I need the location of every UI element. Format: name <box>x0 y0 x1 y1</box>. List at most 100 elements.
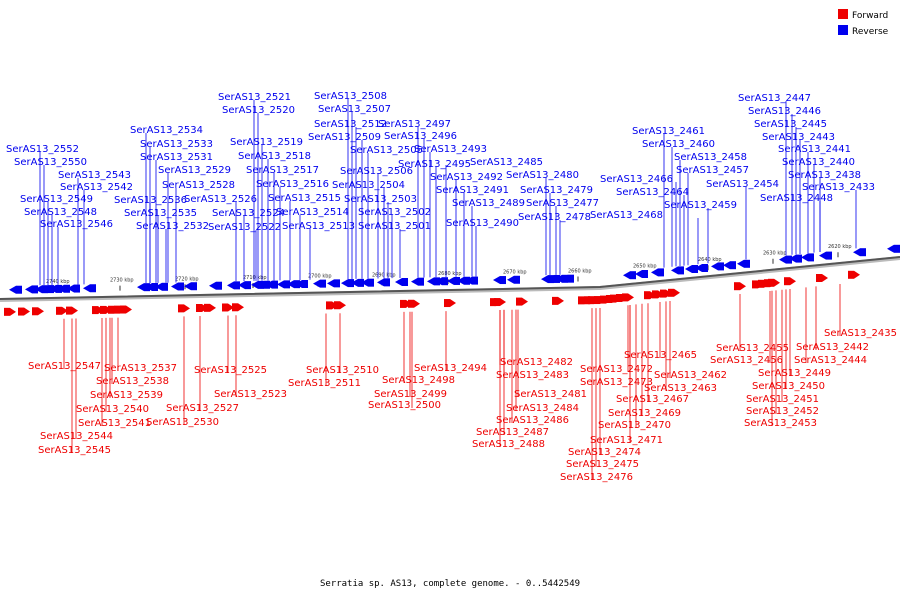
forward-swatch <box>838 9 848 19</box>
reverse-gene-label: SerAS13_2548 <box>24 207 97 218</box>
reverse-gene-body <box>302 280 308 288</box>
forward-gene-body <box>660 289 666 298</box>
reverse-gene-arrow <box>83 284 90 293</box>
reverse-gene-body <box>860 248 866 257</box>
reverse-gene-arrow <box>623 271 630 280</box>
reverse-gene-body <box>514 275 520 284</box>
reverse-gene-label: SerAS13_2440 <box>782 157 855 168</box>
reverse-gene-arrow <box>145 283 152 291</box>
forward-gene-label: SerAS13_2500 <box>368 400 441 411</box>
reverse-gene-label: SerAS13_2552 <box>6 144 79 155</box>
reverse-gene-arrow <box>137 283 144 292</box>
forward-gene-label: SerAS13_2469 <box>608 408 681 419</box>
reverse-gene-label: SerAS13_2542 <box>60 182 133 193</box>
forward-gene-body <box>622 293 628 302</box>
reverse-gene-arrow <box>361 278 368 287</box>
reverse-gene-label: SerAS13_2502 <box>358 207 431 218</box>
reverse-gene-arrow <box>555 274 562 283</box>
forward-gene-body <box>516 297 522 306</box>
forward-gene-body <box>764 279 770 288</box>
reverse-gene-label: SerAS13_2506 <box>340 166 413 177</box>
forward-gene-arrow <box>38 307 44 316</box>
reverse-gene-label: SerAS13_2443 <box>762 132 835 143</box>
reverse-gene-arrow <box>561 274 568 283</box>
scale-tick-label: 2630 kbp <box>763 251 787 257</box>
reverse-gene-label: SerAS13_2446 <box>748 106 821 117</box>
scale-tick-label: 2650 kbp <box>633 264 657 270</box>
reverse-gene-body <box>320 279 326 288</box>
scale-tick-label: 2670 kbp <box>503 270 527 276</box>
legend-forward: Forward <box>838 9 898 21</box>
forward-gene-label: SerAS13_2462 <box>654 370 727 381</box>
forward-gene-body <box>490 298 496 307</box>
reverse-gene-body <box>152 283 158 291</box>
forward-gene-body <box>600 295 606 304</box>
scale-tick-label: 2640 kbp <box>698 257 722 263</box>
scale-tick-label: 2710 kbp <box>243 275 267 281</box>
reverse-gene-body <box>500 276 506 285</box>
reverse-gene-body <box>786 255 792 264</box>
reverse-gene-arrow <box>25 285 32 294</box>
forward-gene-body <box>66 306 72 315</box>
reverse-gene-body <box>472 276 478 285</box>
forward-gene-label: SerAS13_2463 <box>644 383 717 394</box>
reverse-gene-arrow <box>737 259 744 268</box>
forward-gene-arrow <box>414 299 420 308</box>
reverse-gene-label: SerAS13_2480 <box>506 170 579 181</box>
forward-gene-arrow <box>674 288 680 297</box>
forward-gene-arrow <box>500 298 506 307</box>
reverse-gene-label: SerAS13_2441 <box>778 144 851 155</box>
reverse-gene-body <box>32 285 38 294</box>
reverse-gene-body <box>368 278 374 287</box>
reverse-gene-label: SerAS13_2485 <box>470 157 543 168</box>
reverse-gene-body <box>234 281 240 290</box>
reverse-gene-arrow <box>395 278 402 286</box>
reverse-gene-label: SerAS13_2522 <box>208 222 281 233</box>
scale-tick-label: 2680 kbp <box>438 271 462 277</box>
forward-gene-body <box>816 274 822 282</box>
reverse-gene-arrow <box>853 248 860 257</box>
reverse-gene-arrow <box>547 274 554 283</box>
forward-gene-body <box>668 288 674 297</box>
reverse-gene-label: SerAS13_2514 <box>276 207 349 218</box>
reverse-gene-body <box>630 271 636 280</box>
reverse-gene-arrow <box>711 262 718 271</box>
reverse-gene-arrow <box>295 280 302 288</box>
reverse-gene-body <box>216 281 222 290</box>
forward-gene-arrow <box>238 303 244 312</box>
reverse-gene-arrow <box>257 280 264 289</box>
reverse-gene-label: SerAS13_2478 <box>518 212 591 223</box>
reverse-gene-arrow <box>635 270 642 278</box>
reverse-gene-arrow <box>651 268 658 277</box>
reverse-gene-body <box>442 277 448 286</box>
reverse-gene-arrow <box>251 280 258 289</box>
scale-tick-label: 2660 kbp <box>568 268 592 274</box>
forward-gene-label: SerAS13_2523 <box>214 389 287 400</box>
reverse-gene-arrow <box>507 275 514 284</box>
forward-gene-body <box>178 304 184 313</box>
forward-gene-arrow <box>628 293 634 302</box>
reverse-gene-label: SerAS13_2518 <box>238 151 311 162</box>
reverse-gene-label: SerAS13_2479 <box>520 185 593 196</box>
reverse-gene-body <box>358 278 364 287</box>
reverse-gene-label: SerAS13_2438 <box>788 170 861 181</box>
forward-gene-label: SerAS13_2456 <box>710 355 783 366</box>
reverse-gene-label: SerAS13_2501 <box>358 221 431 232</box>
reverse-gene-arrow <box>695 264 702 272</box>
reverse-gene-body <box>418 277 424 286</box>
reverse-gene-label: SerAS13_2447 <box>738 93 811 104</box>
reverse-gene-label: SerAS13_2508 <box>314 91 387 102</box>
reverse-gene-label: SerAS13_2458 <box>674 152 747 163</box>
reverse-gene-body <box>678 266 684 275</box>
reverse-gene-body <box>90 284 96 293</box>
forward-gene-label: SerAS13_2475 <box>566 459 639 470</box>
reverse-gene-arrow <box>238 281 245 290</box>
forward-gene-body <box>92 306 98 315</box>
forward-gene-body <box>644 291 650 300</box>
backbone-shadow <box>0 256 900 302</box>
forward-gene-arrow <box>62 306 68 315</box>
reverse-gene-body <box>284 280 290 289</box>
reverse-gene-body <box>692 265 698 273</box>
forward-gene-label: SerAS13_2538 <box>96 376 169 387</box>
reverse-gene-label: SerAS13_2466 <box>600 174 673 185</box>
